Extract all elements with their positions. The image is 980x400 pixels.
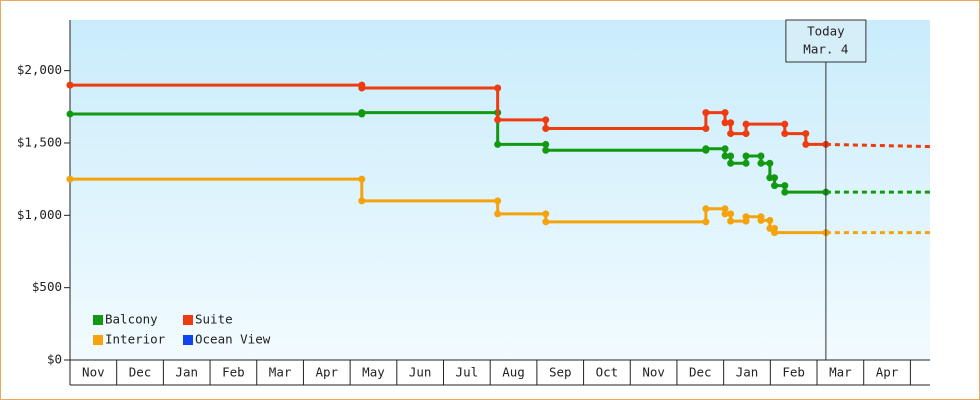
price-point	[702, 205, 710, 213]
price-point	[727, 217, 735, 225]
x-tick-label: Apr	[876, 365, 899, 380]
price-point	[358, 109, 366, 117]
legend-label: Balcony	[105, 312, 158, 327]
x-tick-label: Nov	[82, 365, 105, 380]
y-tick-label: $1,500	[17, 134, 62, 149]
x-tick-label: Mar	[829, 365, 852, 380]
price-point	[742, 159, 750, 167]
price-point	[742, 130, 750, 138]
price-point	[494, 210, 502, 218]
price-point	[721, 119, 729, 127]
price-point	[702, 145, 710, 153]
price-point	[781, 188, 789, 196]
price-point	[771, 174, 779, 182]
x-tick-label: Mar	[269, 365, 292, 380]
price-point	[802, 140, 810, 148]
price-point	[771, 229, 779, 237]
price-point	[494, 116, 502, 124]
price-point	[781, 182, 789, 190]
x-tick-label: Sep	[549, 365, 572, 380]
price-point	[757, 216, 765, 224]
x-tick-label: Apr	[315, 365, 338, 380]
price-point	[721, 210, 729, 218]
x-tick-label: Oct	[596, 365, 619, 380]
price-point	[766, 159, 774, 167]
x-tick-label: Feb	[222, 365, 245, 380]
x-tick-label: Jan	[736, 365, 759, 380]
price-point	[781, 130, 789, 138]
price-point	[542, 140, 550, 148]
today-box	[785, 19, 867, 63]
price-point	[66, 81, 74, 89]
y-tick-label: $500	[32, 279, 62, 294]
price-point	[727, 210, 735, 218]
x-tick-label: Jan	[175, 365, 198, 380]
price-point	[542, 116, 550, 124]
price-point	[727, 119, 735, 127]
price-point	[802, 130, 810, 138]
x-tick-label: Aug	[502, 365, 525, 380]
price-point	[721, 152, 729, 160]
legend-label: Ocean View	[195, 332, 271, 347]
price-point	[542, 146, 550, 154]
plot-area	[70, 20, 930, 360]
price-point	[494, 140, 502, 148]
x-tick-label: Feb	[782, 365, 805, 380]
legend-swatch	[93, 335, 103, 345]
x-tick-label: May	[362, 365, 385, 380]
x-tick-label: Dec	[129, 365, 152, 380]
price-point	[771, 182, 779, 190]
price-point	[766, 216, 774, 224]
legend-label: Suite	[195, 312, 233, 327]
price-point	[781, 120, 789, 128]
legend-swatch	[183, 315, 193, 325]
price-point	[358, 175, 366, 183]
price-point	[721, 145, 729, 153]
y-tick-label: $2,000	[17, 62, 62, 77]
legend-label: Interior	[105, 332, 166, 347]
price-point	[358, 84, 366, 92]
price-point	[742, 120, 750, 128]
x-tick-label: Jul	[456, 365, 479, 380]
x-tick-label: Dec	[689, 365, 712, 380]
price-point	[702, 218, 710, 226]
price-point	[721, 205, 729, 213]
x-tick-label: Nov	[642, 365, 665, 380]
price-point	[757, 152, 765, 160]
price-point	[494, 197, 502, 205]
price-point	[742, 152, 750, 160]
y-tick-label: $1,000	[17, 207, 62, 222]
price-point	[494, 84, 502, 92]
price-point	[727, 159, 735, 167]
price-point	[702, 109, 710, 117]
price-point	[727, 152, 735, 160]
price-point	[66, 175, 74, 183]
price-point	[757, 159, 765, 167]
y-tick-label: $0	[47, 352, 62, 367]
price-point	[66, 110, 74, 118]
price-point	[727, 130, 735, 138]
price-point	[721, 109, 729, 117]
today-label: Mar. 4	[803, 42, 848, 57]
price-point	[542, 125, 550, 133]
price-point	[542, 210, 550, 218]
legend-swatch	[93, 315, 103, 325]
price-point	[742, 213, 750, 221]
legend-swatch	[183, 335, 193, 345]
price-point	[358, 197, 366, 205]
price-point	[542, 218, 550, 226]
today-label: Today	[807, 24, 845, 39]
price-point	[702, 125, 710, 133]
x-tick-label: Jun	[409, 365, 432, 380]
